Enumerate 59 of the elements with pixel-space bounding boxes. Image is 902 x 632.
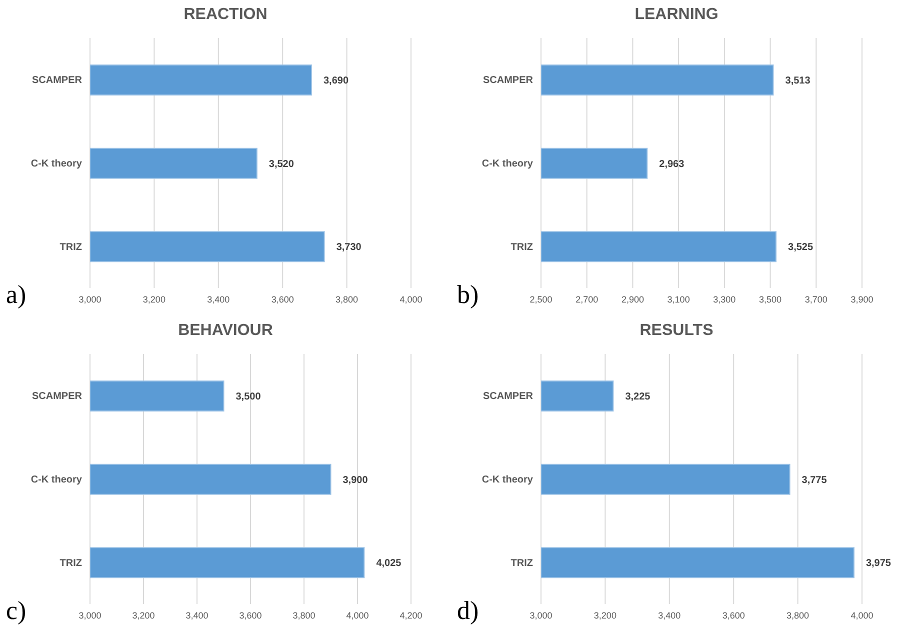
y-tick-label: C-K theory [30, 474, 82, 486]
y-tick-label: TRIZ [60, 242, 82, 253]
x-tick-label: 4,000 [346, 610, 369, 620]
y-tick-label: C-K theory [30, 158, 82, 170]
y-tick-label: TRIZ [510, 242, 533, 253]
x-tick-label: 3,200 [142, 294, 166, 304]
chart-title: REACTION [182, 6, 268, 24]
y-tick-label: SCAMPER [482, 75, 534, 86]
text: d) [457, 596, 479, 626]
text: b) [457, 280, 479, 310]
x-tick-label: 3,400 [658, 610, 681, 620]
y-tick-label: SCAMPER [32, 391, 83, 402]
x-tick-label: 3,300 [713, 294, 736, 304]
data-label: 3,513 [785, 76, 811, 87]
y-tick-label: C-K theory [482, 158, 534, 170]
data-label: 4,025 [376, 558, 402, 570]
x-tick-label: 3,400 [207, 294, 230, 304]
data-label: 3,500 [236, 392, 262, 403]
x-tick-label: 2,700 [576, 294, 598, 304]
x-tick-label: 3,900 [850, 294, 874, 304]
x-tick-label: 3,000 [78, 610, 102, 620]
text: a) [6, 280, 26, 310]
x-tick-label: 3,600 [722, 610, 745, 620]
x-tick-label: 3,800 [292, 610, 316, 620]
x-tick-label: 3,400 [186, 610, 208, 620]
data-label: 3,225 [625, 392, 651, 403]
chart-title: BEHAVIOUR [177, 322, 274, 340]
x-tick-label: 4,000 [850, 610, 874, 620]
chart-title: RESULTS [638, 322, 714, 340]
x-tick-label: 3,700 [804, 294, 828, 304]
data-label: 3,525 [788, 242, 814, 254]
x-tick-label: 2,900 [621, 294, 644, 304]
x-tick-label: 3,500 [759, 294, 782, 304]
x-tick-label: 3,600 [239, 610, 262, 620]
text: c) [6, 596, 26, 626]
x-tick-label: 2,500 [530, 294, 552, 304]
data-label: 3,690 [323, 76, 349, 87]
chart-title: LEARNING [634, 6, 720, 24]
data-label: 3,775 [802, 474, 828, 486]
y-tick-label: TRIZ [60, 558, 82, 569]
x-tick-label: 3,200 [594, 610, 616, 620]
x-tick-label: 3,200 [132, 610, 155, 620]
data-label: 3,730 [336, 242, 362, 254]
x-tick-label: 3,800 [786, 610, 810, 620]
data-label: 3,975 [866, 558, 892, 570]
y-tick-label: C-K theory [482, 474, 534, 486]
y-tick-label: TRIZ [510, 558, 533, 569]
x-tick-label: 3,000 [78, 294, 102, 304]
y-tick-label: SCAMPER [482, 391, 534, 402]
x-tick-label: 4,200 [400, 610, 422, 620]
y-tick-label: SCAMPER [32, 75, 83, 86]
x-tick-label: 3,000 [530, 610, 552, 620]
data-label: 3,520 [268, 158, 294, 170]
x-tick-label: 4,000 [400, 294, 422, 304]
x-tick-label: 3,100 [667, 294, 690, 304]
data-label: 2,963 [659, 158, 685, 170]
x-tick-label: 3,600 [271, 294, 294, 304]
data-label: 3,900 [342, 474, 368, 486]
x-tick-label: 3,800 [336, 294, 358, 304]
